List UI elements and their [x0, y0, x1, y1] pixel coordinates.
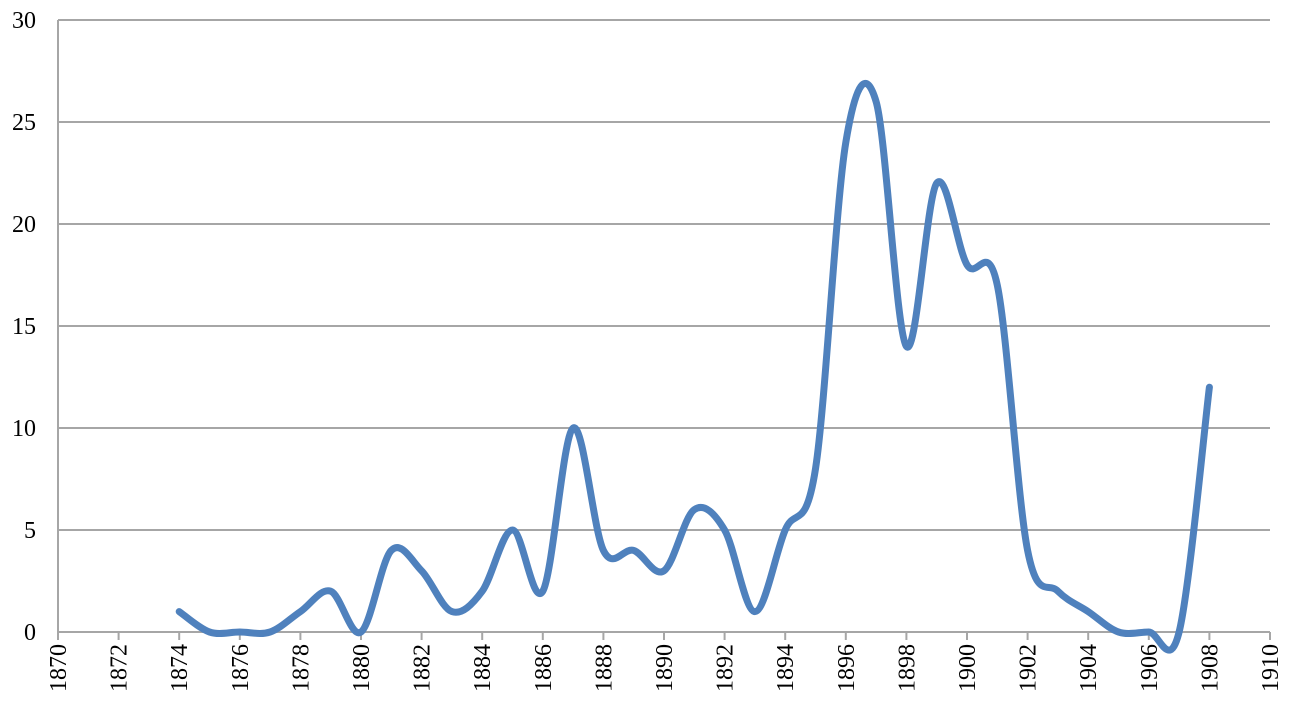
x-tick-label: 1910 [1258, 644, 1284, 692]
x-tick-label: 1872 [107, 644, 133, 692]
x-tick-label: 1882 [410, 644, 436, 692]
x-tick-label: 1894 [773, 644, 799, 692]
x-tick-label: 1886 [531, 644, 557, 692]
x-tick-label: 1908 [1197, 644, 1223, 692]
x-tick-label: 1902 [1016, 644, 1042, 692]
x-tick-label: 1870 [46, 644, 72, 692]
x-tick-label: 1880 [349, 644, 375, 692]
y-tick-label: 15 [12, 314, 36, 340]
y-tick-label: 10 [12, 416, 36, 442]
x-tick-label: 1874 [167, 644, 193, 692]
x-tick-label: 1904 [1076, 644, 1102, 692]
x-tick-label: 1878 [288, 644, 314, 692]
x-tick-label: 1890 [652, 644, 678, 692]
y-tick-label: 5 [24, 518, 36, 544]
x-tick-label: 1876 [228, 644, 254, 692]
y-tick-label: 30 [12, 8, 36, 34]
x-tick-label: 1896 [834, 644, 860, 692]
y-tick-label: 20 [12, 212, 36, 238]
y-tick-label: 0 [24, 620, 36, 646]
x-tick-label: 1888 [591, 644, 617, 692]
line [175, 79, 1213, 654]
y-tick-label: 25 [12, 110, 36, 136]
x-tick-label: 1892 [713, 644, 739, 692]
x-tick-label: 1906 [1137, 644, 1163, 692]
x-tick-label: 1900 [955, 644, 981, 692]
x-tick-label: 1898 [894, 644, 920, 692]
x-tick-label: 1884 [470, 644, 496, 692]
